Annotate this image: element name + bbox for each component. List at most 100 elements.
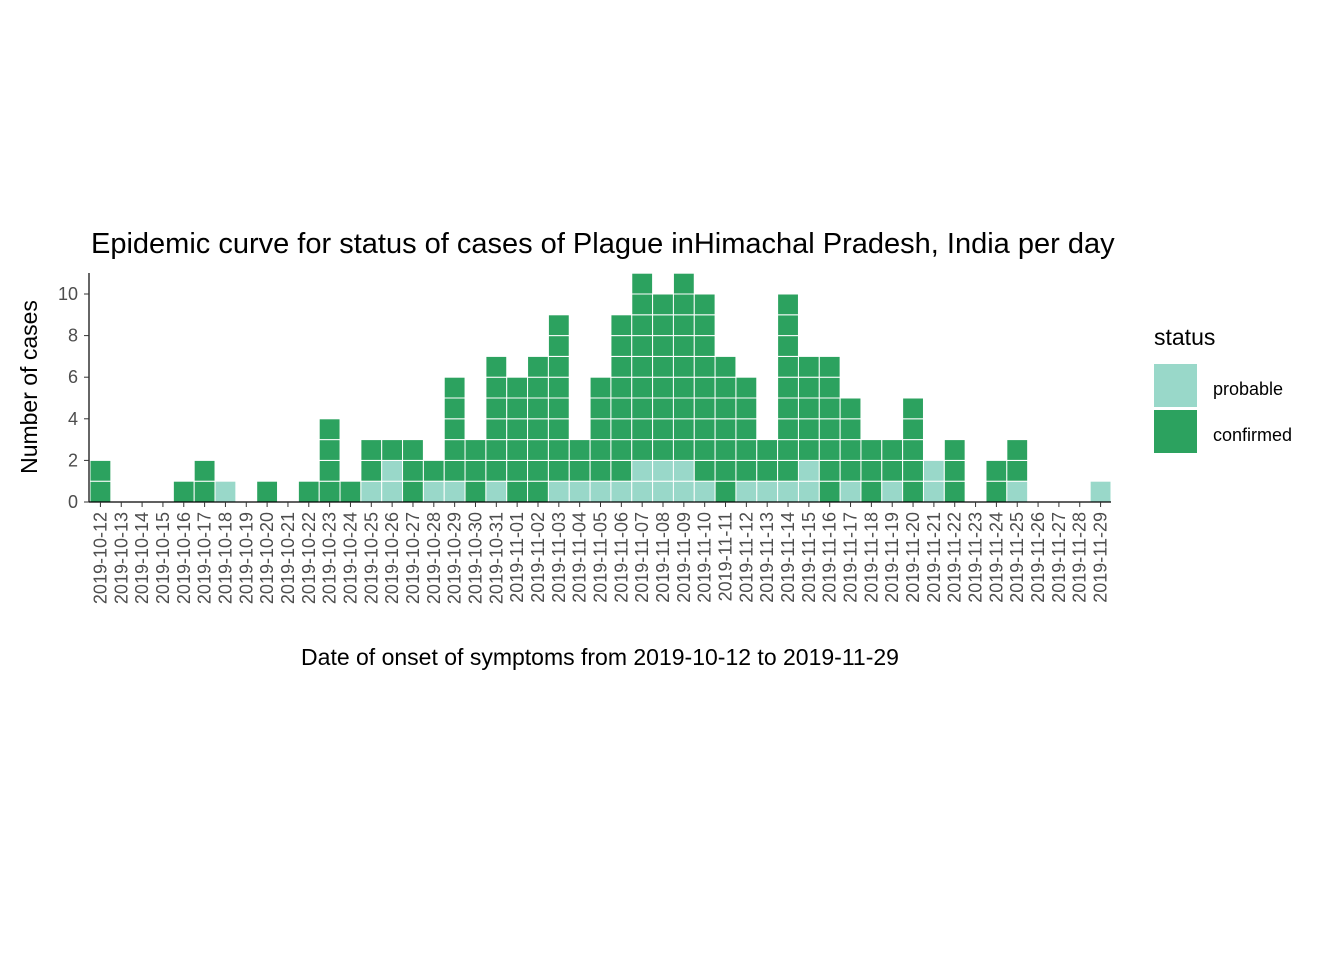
bar-tile-confirmed — [756, 439, 779, 461]
x-tick-label: 2019-11-21 — [924, 512, 944, 603]
bar-tile-confirmed — [714, 355, 737, 378]
bar-tile-confirmed — [610, 314, 633, 337]
bar-tile-confirmed — [547, 459, 570, 482]
x-tick-label: 2019-10-23 — [320, 512, 340, 604]
x-tick-label: 2019-11-18 — [861, 512, 881, 603]
bar-tile-confirmed — [297, 480, 320, 503]
y-tick-label: 0 — [68, 492, 78, 512]
bar-tile-confirmed — [777, 397, 799, 420]
bar-tile-probable — [672, 459, 695, 482]
bars-group — [89, 272, 1112, 503]
bar-tile-confirmed — [443, 397, 466, 420]
bar-tile-confirmed — [902, 397, 924, 420]
chart-title: Epidemic curve for status of cases of Pl… — [91, 228, 1115, 260]
bar-tile-confirmed — [943, 459, 966, 482]
bar-tile-confirmed — [839, 418, 862, 441]
x-tick-label: 2019-10-15 — [153, 512, 173, 604]
bar-tile-probable — [631, 480, 654, 503]
bar-tile-confirmed — [777, 355, 799, 378]
x-tick-label: 2019-10-29 — [445, 512, 465, 604]
bar-tile-confirmed — [797, 418, 820, 441]
bar-tile-confirmed — [714, 439, 737, 461]
bar-tile-confirmed — [652, 397, 674, 420]
x-tick-label: 2019-11-06 — [611, 512, 631, 603]
bar-tile-confirmed — [631, 335, 654, 357]
bar-tile-confirmed — [547, 439, 570, 461]
bar-tile-confirmed — [485, 418, 508, 441]
bar-tile-confirmed — [589, 418, 612, 441]
bar-tile-confirmed — [631, 376, 654, 399]
bar-tile-probable — [360, 480, 383, 503]
bar-tile-confirmed — [360, 439, 383, 461]
x-axis-title: Date of onset of symptoms from 2019-10-1… — [301, 644, 899, 670]
y-tick-label: 4 — [68, 409, 78, 429]
bar-tile-confirmed — [422, 459, 445, 482]
bar-tile-confirmed — [547, 376, 570, 399]
x-tick-label: 2019-11-14 — [778, 512, 798, 603]
x-tick-label: 2019-11-15 — [799, 512, 819, 603]
bar-tile-confirmed — [568, 459, 591, 482]
y-tick-label: 8 — [68, 326, 78, 346]
bar-tile-probable — [381, 480, 404, 503]
bar-tile-probable — [381, 459, 404, 482]
bar-tile-confirmed — [589, 439, 612, 461]
x-tick-label: 2019-10-27 — [403, 512, 423, 604]
bar-tile-confirmed — [1006, 459, 1029, 482]
bar-tile-confirmed — [756, 459, 779, 482]
bar-tile-confirmed — [318, 459, 341, 482]
legend-label-confirmed: confirmed — [1213, 425, 1292, 445]
bar-tile-probable — [922, 480, 945, 503]
bar-tile-confirmed — [777, 459, 799, 482]
bar-tile-confirmed — [672, 418, 695, 441]
bar-tile-confirmed — [777, 418, 799, 441]
bar-tile-confirmed — [672, 293, 695, 316]
x-tick-label: 2019-11-03 — [549, 512, 569, 603]
bar-tile-confirmed — [256, 480, 279, 503]
bar-tile-confirmed — [693, 293, 716, 316]
bar-tile-confirmed — [777, 439, 799, 461]
bar-tile-confirmed — [860, 439, 883, 461]
bar-tile-probable — [568, 480, 591, 503]
bar-tile-probable — [839, 480, 862, 503]
bar-tile-confirmed — [506, 397, 529, 420]
bar-tile-confirmed — [631, 397, 654, 420]
bar-tile-confirmed — [693, 376, 716, 399]
bar-tile-confirmed — [693, 418, 716, 441]
bar-tile-confirmed — [860, 480, 883, 503]
x-tick-label: 2019-11-28 — [1070, 512, 1090, 603]
bar-tile-confirmed — [818, 439, 841, 461]
x-tick-label: 2019-11-13 — [757, 512, 777, 603]
x-tick-label: 2019-10-30 — [465, 512, 485, 604]
bar-tile-confirmed — [631, 418, 654, 441]
bar-tile-confirmed — [318, 418, 341, 441]
bar-tile-confirmed — [610, 335, 633, 357]
bar-tile-probable — [547, 480, 570, 503]
bar-tile-probable — [797, 480, 820, 503]
bar-tile-probable — [797, 459, 820, 482]
bar-tile-probable — [922, 459, 945, 482]
bar-tile-confirmed — [735, 397, 758, 420]
bar-tile-confirmed — [693, 355, 716, 378]
bar-tile-probable — [443, 480, 466, 503]
bar-tile-probable — [1089, 480, 1112, 503]
bar-tile-confirmed — [652, 439, 674, 461]
bar-tile-confirmed — [527, 480, 549, 503]
x-tick-label: 2019-11-10 — [695, 512, 715, 603]
bar-tile-confirmed — [610, 397, 633, 420]
bar-tile-confirmed — [797, 376, 820, 399]
x-tick-label: 2019-11-11 — [716, 512, 736, 601]
bar-tile-confirmed — [527, 397, 549, 420]
bar-tile-confirmed — [652, 335, 674, 357]
legend-label-probable: probable — [1213, 379, 1283, 399]
bar-tile-confirmed — [818, 376, 841, 399]
bar-tile-confirmed — [797, 439, 820, 461]
x-tick-label: 2019-11-12 — [736, 512, 756, 603]
legend: status probable confirmed — [1154, 324, 1292, 453]
x-tick-label: 2019-10-28 — [424, 512, 444, 604]
bar-tile-confirmed — [839, 397, 862, 420]
bar-tile-confirmed — [714, 480, 737, 503]
x-tick-label: 2019-11-08 — [653, 512, 673, 603]
bar-tile-probable — [777, 480, 799, 503]
bar-tile-probable — [610, 480, 633, 503]
bar-tile-confirmed — [485, 376, 508, 399]
